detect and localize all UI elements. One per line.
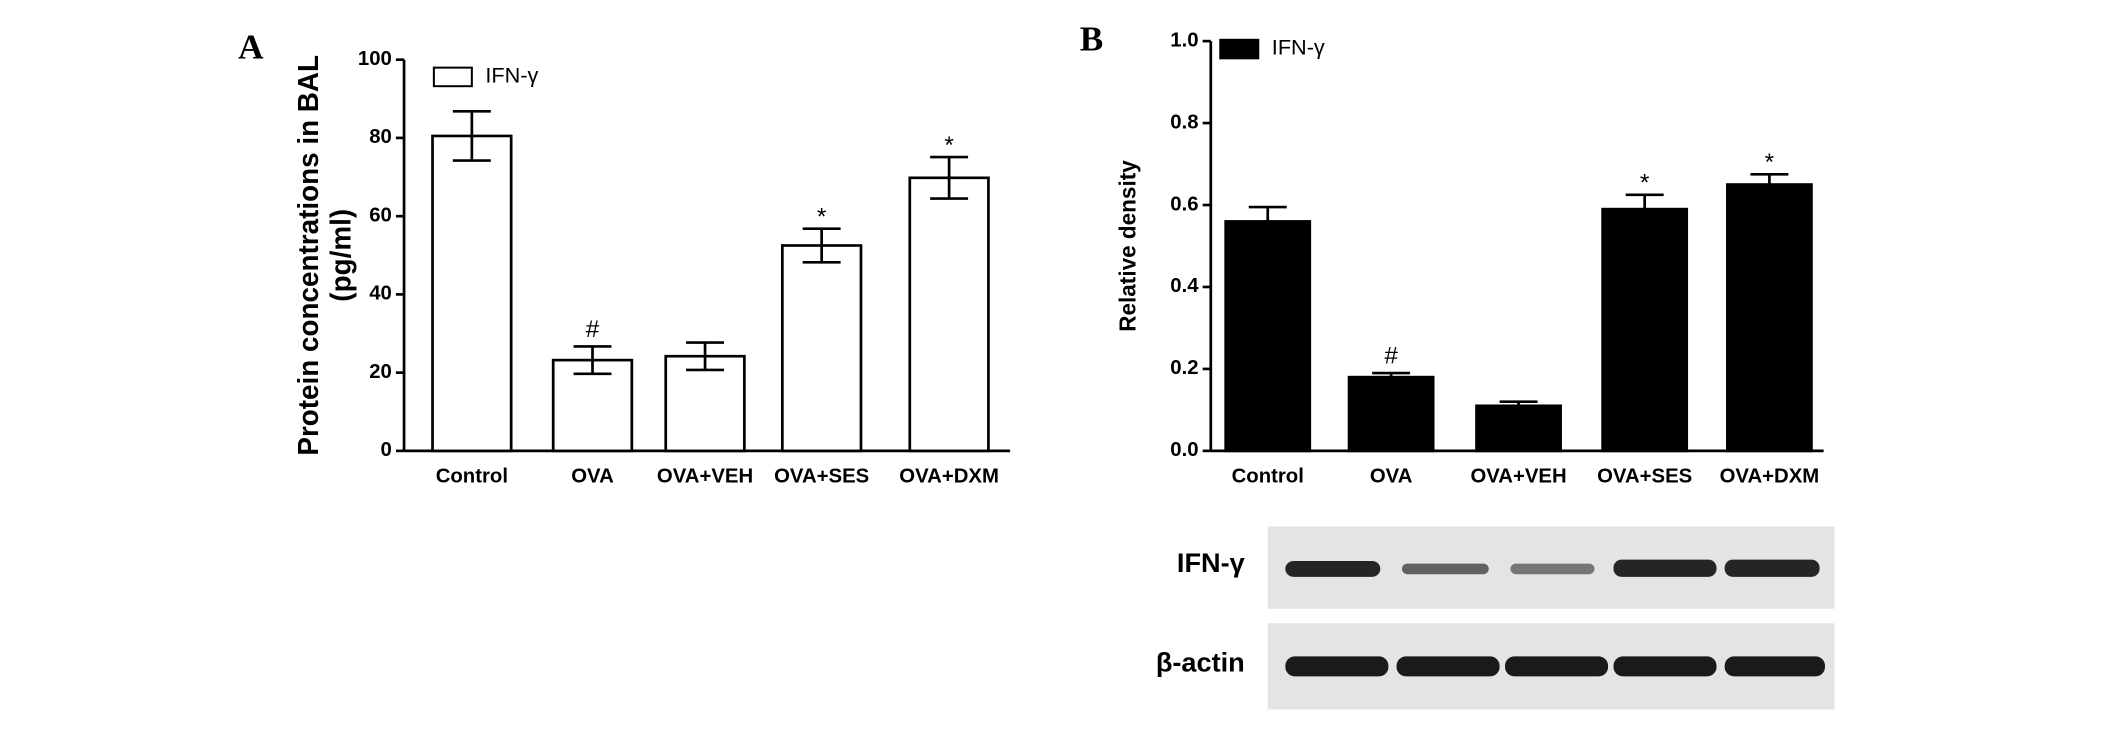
annotation: *	[1765, 149, 1775, 176]
x-tick-label: OVA	[1370, 466, 1413, 488]
x-tick-label: OVA+DXM	[899, 466, 999, 488]
band	[1724, 656, 1825, 677]
x-tick-label: OVA+VEH	[1470, 466, 1566, 488]
legend-label: IFN-γ	[1272, 36, 1325, 60]
annotation: *	[817, 204, 827, 231]
annotation: #	[586, 316, 600, 343]
band	[1613, 656, 1717, 677]
bar	[1347, 375, 1435, 453]
error-bar	[1625, 193, 1664, 225]
x-tick-label: Control	[1232, 466, 1304, 488]
x-tick-label: Control	[436, 466, 508, 488]
band	[1401, 563, 1489, 575]
error-bar	[452, 109, 491, 162]
y-tick-label: 100	[358, 48, 392, 70]
y-tick-label: 80	[369, 126, 392, 148]
band	[1510, 563, 1595, 575]
legend-swatch	[432, 66, 473, 88]
y-tick-label: 0	[381, 439, 392, 461]
blot-label: IFN-γ	[1177, 548, 1245, 578]
legend-swatch	[1219, 38, 1260, 60]
blot: IFN-γ β-actin	[1156, 526, 1835, 710]
error-bar	[1372, 371, 1411, 383]
error-bar	[930, 155, 969, 200]
blot-label: β-actin	[1156, 648, 1245, 678]
x-tick-label: OVA+SES	[774, 466, 869, 488]
series: # * *	[431, 109, 990, 453]
band	[1285, 560, 1381, 577]
x-tick-label: OVA+DXM	[1720, 466, 1820, 488]
error-bar	[1499, 400, 1538, 412]
bar	[1475, 404, 1562, 453]
y-tick-label: 20	[369, 361, 392, 383]
bar	[780, 244, 863, 453]
y-axis-label: Protein concentrations in BAL	[293, 55, 324, 456]
error-bar	[802, 227, 841, 264]
y-axis-label: Relative density	[1114, 160, 1140, 332]
panel-label: B	[1080, 20, 1104, 59]
annotation: #	[1384, 343, 1398, 370]
bar	[1224, 220, 1312, 453]
legend-label: IFN-γ	[485, 64, 538, 88]
y-tick-label: 0.2	[1170, 357, 1198, 379]
x-tick-label: OVA	[571, 466, 614, 488]
band	[1285, 656, 1389, 677]
band	[1724, 559, 1820, 577]
bar	[908, 176, 990, 453]
bar	[431, 134, 513, 453]
band	[1505, 656, 1609, 677]
error-bar	[686, 341, 725, 372]
annotation: *	[944, 132, 954, 159]
band	[1396, 656, 1500, 677]
error-bar	[1750, 172, 1789, 197]
y-tick-label: 0.6	[1170, 193, 1198, 215]
band	[1613, 559, 1717, 577]
y-tick-label: 60	[369, 205, 392, 227]
x-tick-label: OVA+VEH	[657, 466, 753, 488]
x-tick-label: OVA+SES	[1597, 466, 1692, 488]
y-tick-label: 1.0	[1170, 30, 1198, 52]
panel-label: A	[238, 28, 263, 67]
bar	[551, 358, 634, 453]
y-tick-label: 40	[369, 283, 392, 305]
error-bar	[573, 345, 612, 376]
y-axis-label: (pg/ml)	[325, 209, 356, 302]
bar	[1726, 183, 1813, 453]
annotation: *	[1640, 170, 1650, 197]
y-tick-label: 0.4	[1170, 275, 1199, 297]
error-bar	[1248, 205, 1287, 238]
bar	[1601, 207, 1689, 453]
series: # * *	[1224, 149, 1813, 453]
bands	[1285, 559, 1825, 677]
y-tick-label: 0.8	[1170, 112, 1198, 134]
y-tick-label: 0.0	[1170, 439, 1198, 461]
